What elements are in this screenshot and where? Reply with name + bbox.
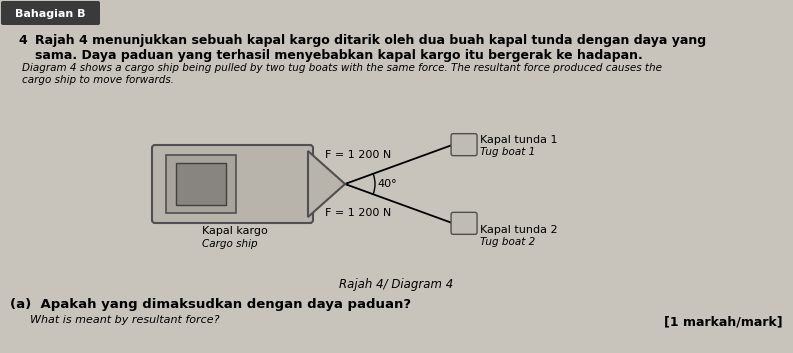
Text: Tug boat 1: Tug boat 1 xyxy=(480,146,535,157)
FancyBboxPatch shape xyxy=(1,1,100,25)
Text: Kapal kargo: Kapal kargo xyxy=(202,226,268,236)
Text: sama. Daya paduan yang terhasil menyebabkan kapal kargo itu bergerak ke hadapan.: sama. Daya paduan yang terhasil menyebab… xyxy=(35,49,643,62)
Text: 40°: 40° xyxy=(377,179,396,189)
Text: F = 1 200 N: F = 1 200 N xyxy=(325,208,391,218)
Text: Bahagian B: Bahagian B xyxy=(15,9,86,19)
Text: 4: 4 xyxy=(18,34,27,47)
Text: Diagram 4 shows a cargo ship being pulled by two tug boats with the same force. : Diagram 4 shows a cargo ship being pulle… xyxy=(22,63,662,73)
Text: Kapal tunda 1: Kapal tunda 1 xyxy=(480,134,557,145)
FancyBboxPatch shape xyxy=(451,134,477,156)
Text: Kapal tunda 2: Kapal tunda 2 xyxy=(480,225,557,235)
Polygon shape xyxy=(308,151,345,217)
FancyBboxPatch shape xyxy=(166,155,236,213)
Text: [1 markah/mark]: [1 markah/mark] xyxy=(665,315,783,328)
Text: Rajah 4/ Diagram 4: Rajah 4/ Diagram 4 xyxy=(339,278,453,291)
Text: Rajah 4 menunjukkan sebuah kapal kargo ditarik oleh dua buah kapal tunda dengan : Rajah 4 menunjukkan sebuah kapal kargo d… xyxy=(35,34,706,47)
FancyBboxPatch shape xyxy=(176,163,226,205)
FancyBboxPatch shape xyxy=(152,145,313,223)
Text: Tug boat 2: Tug boat 2 xyxy=(480,237,535,247)
FancyBboxPatch shape xyxy=(451,213,477,234)
Text: (a)  Apakah yang dimaksudkan dengan daya paduan?: (a) Apakah yang dimaksudkan dengan daya … xyxy=(10,298,411,311)
Text: F = 1 200 N: F = 1 200 N xyxy=(325,150,391,160)
Text: What is meant by resultant force?: What is meant by resultant force? xyxy=(30,315,220,325)
Text: Cargo ship: Cargo ship xyxy=(202,239,259,249)
Text: cargo ship to move forwards.: cargo ship to move forwards. xyxy=(22,75,174,85)
